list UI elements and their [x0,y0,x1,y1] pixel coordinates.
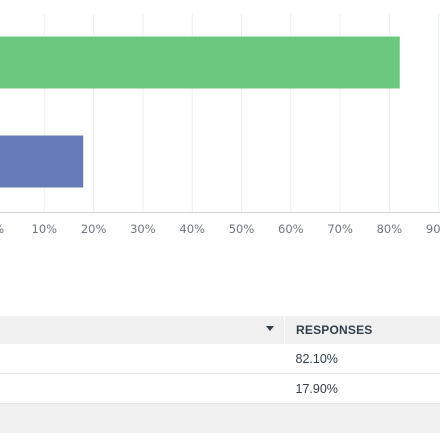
table-total-row [0,403,440,433]
total-cell [0,403,285,433]
table-header-row: RESPONSES [0,316,440,344]
total-cell [284,403,440,433]
header-answer-choices[interactable] [0,316,285,344]
x-tick-label: 0% [0,222,4,236]
x-tick-label: 20% [81,222,107,236]
x-tick-label: 80% [377,222,403,236]
table-row: 17.90% [0,373,440,404]
sort-down-icon[interactable] [266,326,274,331]
x-tick-label: 60% [278,222,304,236]
header-responses[interactable]: RESPONSES [284,316,440,344]
choice-cell [0,344,285,374]
bars [0,36,400,188]
x-tick-label: 40% [179,222,205,236]
bar[interactable] [0,135,84,188]
results-table: RESPONSES 82.10% 17.90% [0,316,440,433]
x-tick-label: 70% [327,222,353,236]
x-tick-label: 90% [426,222,440,236]
response-percent: 82.10% [284,344,440,374]
response-percent: 17.90% [284,373,440,404]
choice-cell [0,373,285,404]
x-tick-label: 10% [32,222,58,236]
x-tick-label: 50% [229,222,255,236]
table-row: 82.10% [0,344,440,374]
x-tick-labels: 0% 10% 20% 30% 40% 50% 60% 70% 80% 90% [0,222,440,236]
bar-chart: 0% 10% 20% 30% 40% 50% 60% 70% 80% 90% [0,14,440,236]
x-tick-label: 30% [130,222,156,236]
bar[interactable] [0,36,400,89]
